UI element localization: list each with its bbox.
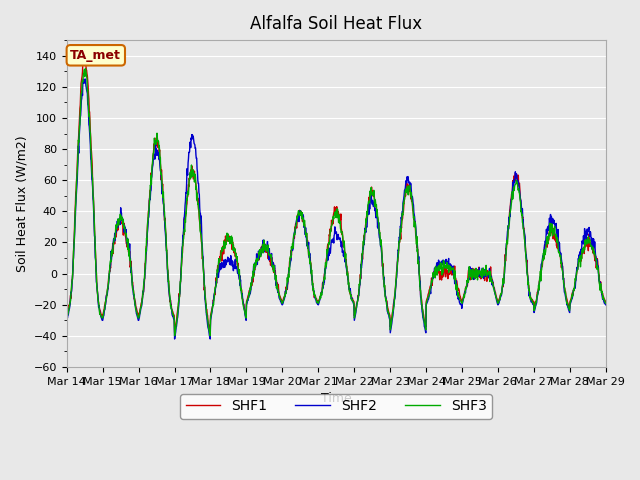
- SHF2: [184, 170, 191, 176]
- SHF2: [80, 76, 88, 82]
- SHF3: [184, 192, 191, 198]
- SHF3: [602, 300, 609, 306]
- Y-axis label: Soil Heat Flux (W/m2): Soil Heat Flux (W/m2): [15, 135, 28, 272]
- SHF1: [244, 295, 252, 300]
- SHF3: [244, 296, 252, 302]
- SHF2: [171, 336, 179, 342]
- Line: SHF3: SHF3: [67, 69, 605, 336]
- SHF1: [184, 194, 191, 200]
- SHF2: [244, 297, 252, 303]
- Legend: SHF1, SHF2, SHF3: SHF1, SHF2, SHF3: [180, 394, 492, 419]
- SHF2: [491, 289, 499, 295]
- SHF1: [63, 313, 70, 319]
- SHF1: [602, 299, 609, 304]
- SHF3: [538, 260, 546, 265]
- Line: SHF1: SHF1: [67, 52, 605, 333]
- SHF2: [170, 316, 178, 322]
- SHF1: [420, 317, 428, 323]
- SHF3: [420, 320, 428, 326]
- SHF3: [82, 66, 90, 72]
- SHF1: [171, 330, 179, 336]
- SHF3: [170, 314, 178, 320]
- SHF3: [491, 289, 499, 295]
- SHF3: [171, 333, 179, 338]
- SHF1: [81, 49, 88, 55]
- Title: Alfalfa Soil Heat Flux: Alfalfa Soil Heat Flux: [250, 15, 422, 33]
- SHF1: [170, 312, 178, 318]
- SHF2: [420, 324, 428, 330]
- Text: TA_met: TA_met: [70, 49, 121, 62]
- SHF3: [63, 315, 70, 321]
- Line: SHF2: SHF2: [67, 79, 605, 339]
- SHF1: [491, 288, 499, 293]
- SHF2: [63, 317, 70, 323]
- SHF1: [538, 264, 546, 269]
- SHF2: [602, 302, 609, 308]
- SHF2: [538, 258, 546, 264]
- X-axis label: Time: Time: [321, 392, 351, 405]
